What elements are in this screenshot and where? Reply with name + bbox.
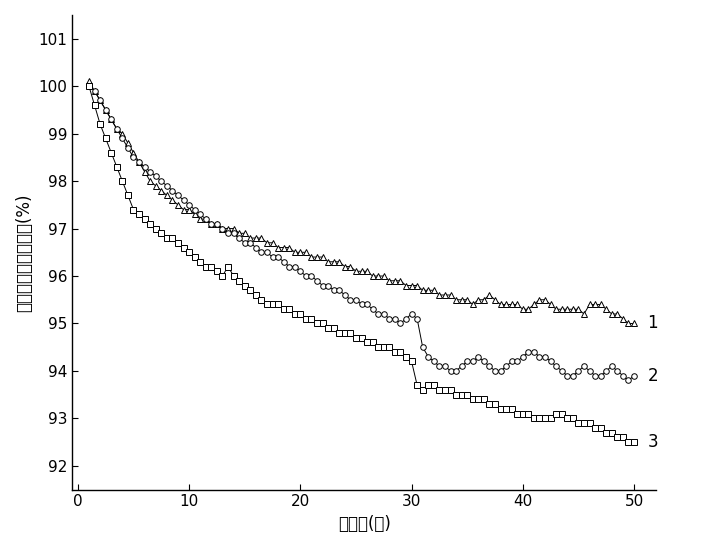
Y-axis label: 占初始容量的百分数(%): 占初始容量的百分数(%) bbox=[15, 193, 33, 312]
Text: 3: 3 bbox=[647, 433, 658, 451]
Text: 1: 1 bbox=[647, 315, 658, 333]
X-axis label: 循环数(次): 循环数(次) bbox=[338, 515, 391, 533]
Text: 2: 2 bbox=[647, 367, 658, 385]
